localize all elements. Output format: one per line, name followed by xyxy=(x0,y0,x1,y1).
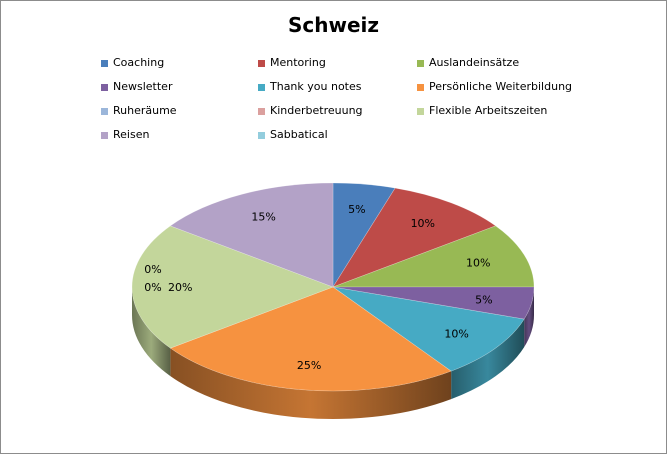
legend-swatch xyxy=(417,84,424,91)
legend-swatch xyxy=(101,108,108,115)
pie-side-newsletter xyxy=(524,287,534,348)
pie-slice-flexible-arbeitszeiten xyxy=(131,225,334,349)
legend-label: Ruheräume xyxy=(113,104,177,117)
legend-swatch xyxy=(258,132,265,139)
pie-side-flexible-arbeitszeiten xyxy=(132,287,171,377)
data-label-personliche-weiterbildung: 25% xyxy=(297,359,321,372)
legend-swatch xyxy=(258,60,265,67)
data-label-flexible-arbeitszeiten: 20% xyxy=(168,281,192,294)
pie-slice-auslandeinsatze xyxy=(332,225,535,288)
legend-label: Mentoring xyxy=(270,56,326,69)
pie-side-personliche-weiterbildung xyxy=(170,348,452,419)
pie-slice-thank-you-notes xyxy=(332,286,525,372)
legend-label: Sabbatical xyxy=(270,128,328,141)
pie-labels: 5% 10% 10% 5% 10% 25% 0% 0% 20% 15% xyxy=(144,203,492,372)
legend-swatch xyxy=(101,84,108,91)
data-label-reisen: 15% xyxy=(251,211,275,224)
legend-swatch xyxy=(101,132,108,139)
legend: Coaching Mentoring Auslandeinsätze Newslett… xyxy=(1,1,666,161)
pie-slice-coaching xyxy=(332,182,396,289)
legend-label: Reisen xyxy=(113,128,150,141)
legend-label: Kinderbetreuung xyxy=(270,104,363,117)
legend-swatch xyxy=(417,108,424,115)
legend-swatch xyxy=(258,84,265,91)
data-label-kinderbetreuung: 0% xyxy=(144,281,161,294)
legend-label: Persönliche Weiterbildung xyxy=(429,80,573,93)
data-label-thank-you-notes: 10% xyxy=(444,327,468,340)
legend-swatch xyxy=(258,108,265,115)
legend-label: Newsletter xyxy=(113,80,173,93)
pie-slice-mentoring xyxy=(332,187,497,288)
data-label-newsletter: 5% xyxy=(475,293,492,306)
pie-slice-newsletter xyxy=(332,286,535,320)
pie-side-thank-you-notes xyxy=(451,319,525,400)
pie-slice-personliche-weiterbildung xyxy=(169,286,452,392)
pie-top xyxy=(131,182,535,392)
data-label-ruheraume: 0% xyxy=(144,263,161,276)
legend-swatch xyxy=(101,60,108,67)
legend-swatch xyxy=(417,60,424,67)
legend-label: Coaching xyxy=(113,56,165,69)
pie-depth xyxy=(132,287,534,419)
chart-title: Schweiz xyxy=(287,13,380,37)
legend-label: Flexible Arbeitszeiten xyxy=(429,104,548,117)
data-label-mentoring: 10% xyxy=(411,217,435,230)
data-label-auslandeinsatze: 10% xyxy=(466,257,490,270)
pie-slice-reisen xyxy=(169,182,334,288)
legend-label: Auslandeinsätze xyxy=(429,56,520,69)
legend-label: Thank you notes xyxy=(270,80,362,93)
data-label-coaching: 5% xyxy=(348,203,365,216)
